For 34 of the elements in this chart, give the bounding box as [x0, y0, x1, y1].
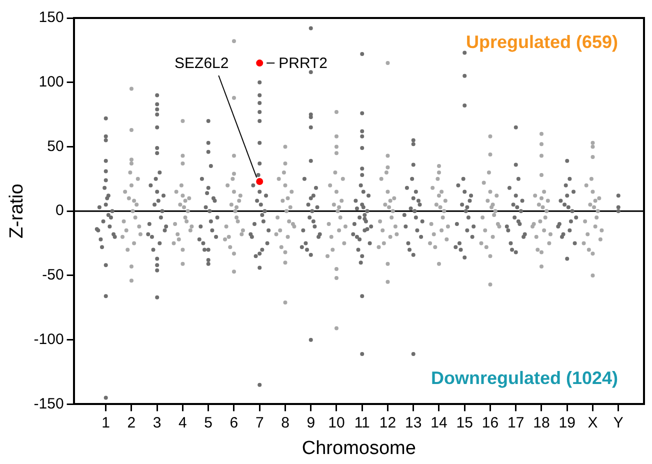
x-tick-label: 7 [255, 414, 264, 432]
annotation: Upregulated (659) [466, 32, 618, 52]
x-axis-title: Chromosome [302, 438, 416, 459]
x-tick-label: 12 [379, 414, 396, 432]
x-tick-label: 3 [152, 414, 162, 432]
x-tick-label: 17 [508, 414, 524, 432]
x-tick-label: 8 [281, 414, 290, 432]
x-tick-label: 16 [482, 414, 499, 432]
x-tick-label: 1 [102, 414, 110, 432]
x-tick-label: 11 [354, 414, 370, 432]
x-tick-label: X [588, 414, 598, 432]
y-tick-label: 100 [38, 74, 64, 91]
x-tick-label: 5 [204, 414, 213, 432]
x-tick-label: Y [613, 414, 624, 432]
x-tick-label: 2 [127, 414, 136, 432]
x-tick-label: 15 [456, 414, 473, 432]
y-tick-label: -150 [34, 395, 64, 412]
x-tick-label: 18 [533, 414, 550, 432]
x-tick-label: 9 [306, 414, 316, 432]
annotation: SEZ6L2 [174, 55, 229, 72]
annotation: PRRT2 [278, 55, 328, 72]
annotation: Downregulated (1024) [430, 368, 618, 388]
y-tick-label: 50 [47, 138, 64, 155]
y-tick-label: -100 [34, 330, 64, 348]
y-axis-title: Z-ratio [6, 184, 28, 239]
x-tick-label: 19 [558, 414, 576, 432]
x-tick-label: 6 [230, 414, 238, 432]
y-tick-label: 150 [38, 9, 64, 26]
y-tick-label: 0 [55, 202, 64, 220]
x-tick-label: 14 [430, 414, 448, 432]
y-tick-label: -50 [42, 266, 64, 284]
x-tick-label: 13 [405, 414, 422, 432]
x-tick-label: 10 [328, 414, 345, 432]
x-tick-label: 4 [178, 414, 187, 432]
